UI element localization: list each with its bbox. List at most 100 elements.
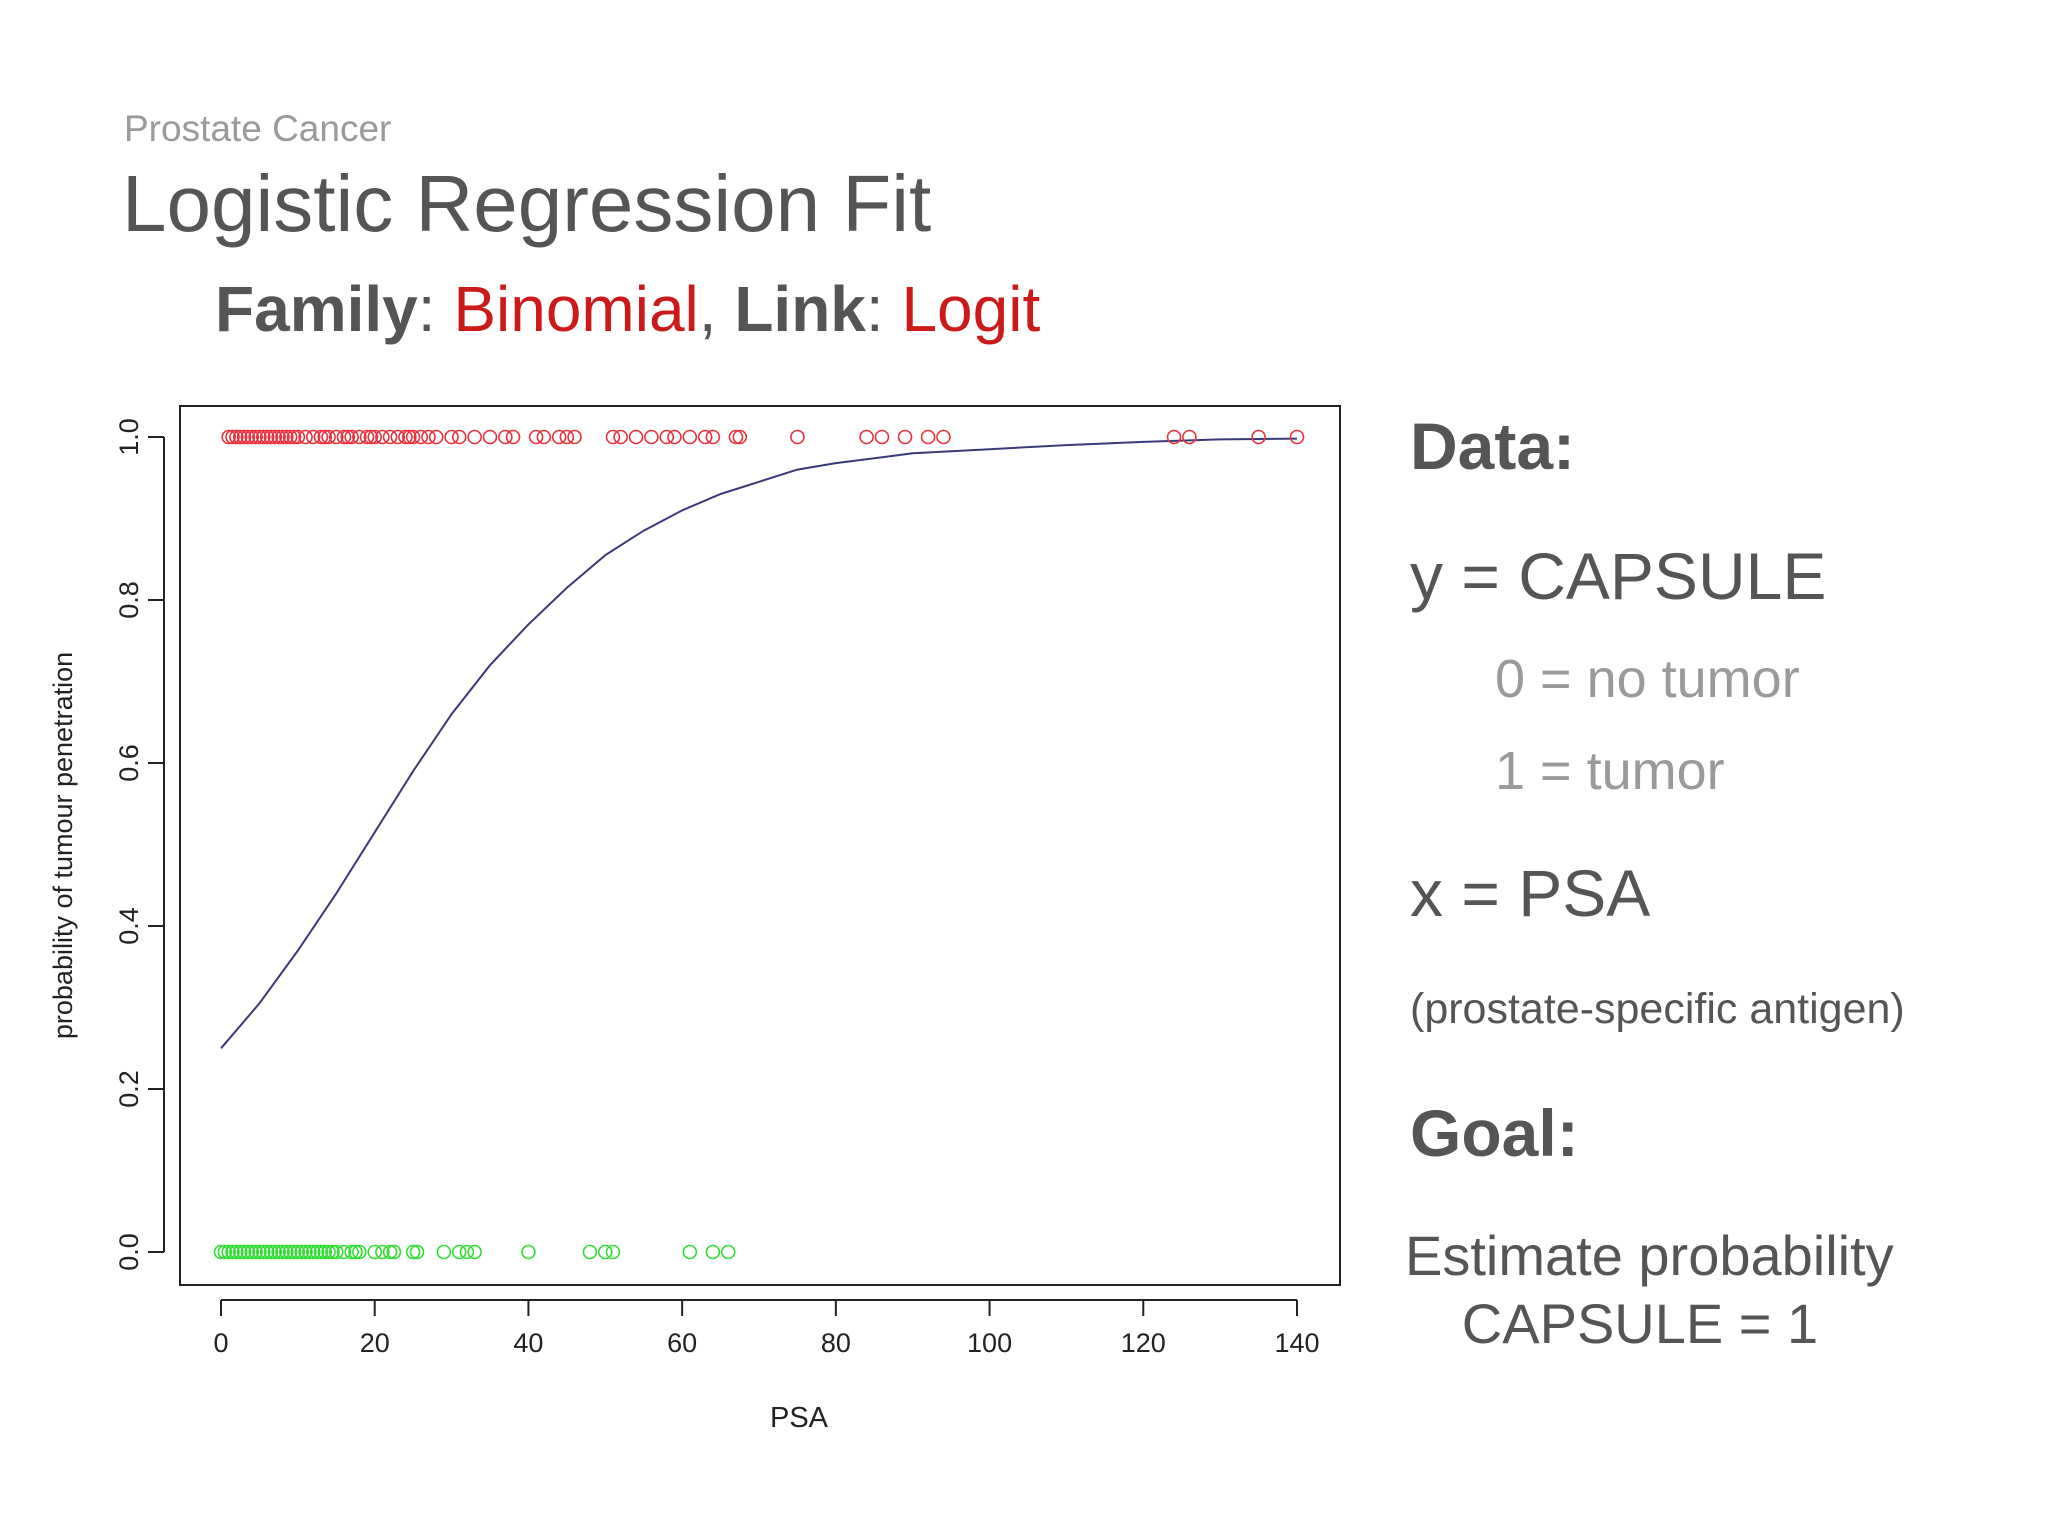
point-capsule-1 — [1166, 429, 1182, 445]
x-tick-label: 80 — [821, 1328, 851, 1358]
point-capsule-1 — [398, 429, 413, 445]
point-capsule-1 — [467, 429, 482, 445]
point-capsule-1 — [321, 429, 336, 445]
point-capsule-0 — [286, 1244, 302, 1260]
x-tick-label: 140 — [1274, 1328, 1319, 1358]
point-capsule-0 — [352, 1244, 367, 1260]
point-capsule-1 — [340, 429, 356, 445]
point-capsule-1 — [528, 429, 544, 445]
family-separator: : — [417, 273, 454, 345]
point-capsule-0 — [255, 1244, 271, 1260]
point-capsule-1 — [363, 429, 379, 445]
point-capsule-1 — [428, 429, 444, 445]
point-capsule-1 — [897, 429, 913, 445]
point-capsule-1 — [498, 429, 513, 445]
y-tick-label: 0.0 — [114, 1233, 144, 1271]
point-capsule-0 — [275, 1244, 290, 1260]
x-axis-label: PSA — [770, 1402, 829, 1434]
point-capsule-1 — [240, 429, 256, 445]
point-capsule-1 — [401, 429, 417, 445]
point-capsule-1 — [375, 429, 390, 445]
y0-definition: 0 = no tumor — [1495, 649, 1800, 709]
point-capsule-1 — [275, 429, 290, 445]
y-tick-label: 0.6 — [114, 744, 144, 782]
point-capsule-0 — [313, 1244, 329, 1260]
point-capsule-1 — [328, 429, 344, 445]
goal-heading: Goal: — [1410, 1096, 1579, 1170]
point-capsule-1 — [229, 429, 244, 445]
point-capsule-0 — [582, 1244, 598, 1260]
point-capsule-0 — [267, 1244, 283, 1260]
point-capsule-0 — [436, 1244, 452, 1260]
point-capsule-1 — [344, 429, 359, 445]
point-capsule-1 — [405, 429, 421, 445]
point-capsule-0 — [229, 1244, 244, 1260]
point-capsule-1 — [613, 429, 628, 445]
point-capsule-1 — [367, 429, 383, 445]
y-axis-label: probability of tumour penetration — [48, 652, 78, 1039]
point-capsule-1 — [267, 429, 283, 445]
point-capsule-1 — [317, 429, 333, 445]
y-definition: y = CAPSULE — [1410, 539, 1827, 613]
point-capsule-0 — [344, 1244, 359, 1260]
point-capsule-0 — [521, 1244, 536, 1260]
point-capsule-0 — [321, 1244, 336, 1260]
x-tick-label: 100 — [967, 1328, 1012, 1358]
link-separator: : — [865, 273, 902, 345]
point-capsule-1 — [263, 429, 279, 445]
x-tick-label: 40 — [513, 1328, 543, 1358]
point-capsule-0 — [252, 1244, 267, 1260]
point-capsule-0 — [597, 1244, 613, 1260]
point-capsule-0 — [271, 1244, 286, 1260]
spec-comma: , — [698, 273, 735, 345]
point-capsule-0 — [217, 1244, 233, 1260]
point-capsule-1 — [605, 429, 621, 445]
y-tick-label: 0.2 — [114, 1070, 144, 1108]
point-capsule-1 — [271, 429, 286, 445]
point-capsule-1 — [644, 429, 659, 445]
x-tick-label: 0 — [213, 1328, 228, 1358]
point-capsule-1 — [732, 429, 748, 445]
point-capsule-1 — [1289, 429, 1305, 445]
point-capsule-0 — [282, 1244, 298, 1260]
point-capsule-1 — [305, 429, 321, 445]
point-capsule-1 — [413, 429, 429, 445]
point-capsule-1 — [559, 429, 575, 445]
data-heading: Data: — [1410, 409, 1576, 483]
point-capsule-1 — [232, 429, 248, 445]
point-capsule-0 — [451, 1244, 467, 1260]
point-capsule-1 — [790, 429, 805, 445]
point-capsule-1 — [352, 429, 367, 445]
plot-frame — [179, 405, 1341, 1286]
y-tick-label: 1.0 — [114, 418, 144, 456]
point-capsule-1 — [252, 429, 267, 445]
x-definition: x = PSA — [1410, 856, 1651, 930]
goal-line-1: Estimate probability — [1405, 1224, 1894, 1287]
point-capsule-0 — [682, 1244, 698, 1260]
point-capsule-0 — [236, 1244, 252, 1260]
point-capsule-0 — [294, 1244, 310, 1260]
point-capsule-1 — [359, 429, 375, 445]
point-capsule-1 — [390, 429, 406, 445]
point-capsule-1 — [697, 429, 713, 445]
point-capsule-0 — [302, 1244, 317, 1260]
point-capsule-0 — [213, 1244, 229, 1260]
point-capsule-0 — [221, 1244, 236, 1260]
point-capsule-1 — [313, 429, 329, 445]
point-capsule-1 — [444, 429, 459, 445]
point-capsule-0 — [720, 1244, 736, 1260]
point-capsule-0 — [348, 1244, 363, 1260]
point-capsule-1 — [551, 429, 567, 445]
goal-text: Estimate probability CAPSULE = 1 — [1405, 1222, 1894, 1358]
point-capsule-1 — [259, 429, 275, 445]
slide-title: Logistic Regression Fit — [122, 159, 932, 248]
point-capsule-0 — [367, 1244, 383, 1260]
point-capsule-1 — [936, 429, 951, 445]
y-tick-label: 0.8 — [114, 581, 144, 619]
point-capsule-1 — [728, 429, 744, 445]
point-capsule-1 — [451, 429, 467, 445]
point-capsule-0 — [382, 1244, 398, 1260]
point-capsule-0 — [309, 1244, 325, 1260]
point-capsule-1 — [859, 429, 874, 445]
